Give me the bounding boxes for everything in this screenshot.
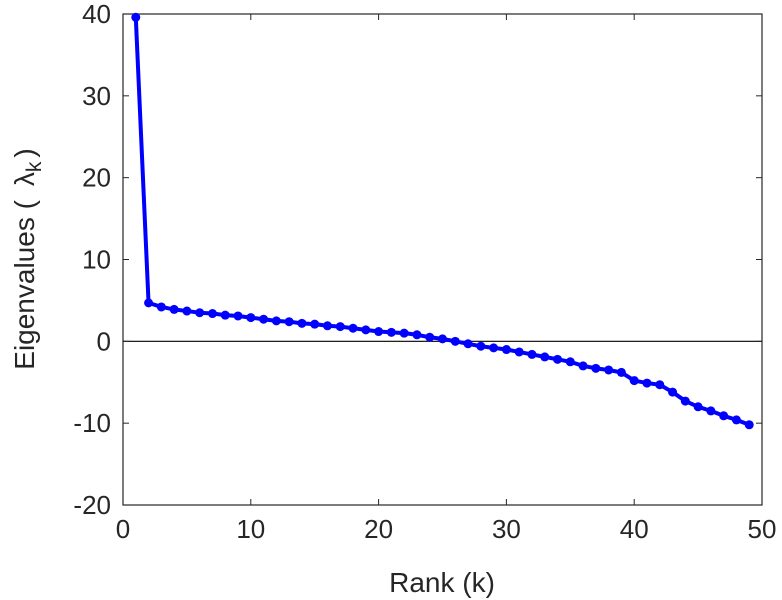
data-point bbox=[706, 406, 716, 416]
data-point bbox=[731, 415, 741, 425]
y-tick-label: 20 bbox=[82, 163, 111, 193]
data-point bbox=[744, 420, 754, 430]
y-tick-label: -20 bbox=[73, 490, 111, 520]
data-point bbox=[284, 317, 294, 327]
data-point bbox=[591, 363, 601, 373]
data-point bbox=[220, 310, 230, 320]
x-tick-label: 20 bbox=[364, 514, 393, 544]
data-point bbox=[131, 12, 141, 22]
data-point bbox=[693, 402, 703, 412]
y-tick-label: 10 bbox=[82, 245, 111, 275]
data-point bbox=[719, 411, 729, 421]
data-point bbox=[348, 323, 358, 333]
data-point bbox=[438, 334, 447, 344]
data-point bbox=[246, 313, 256, 323]
data-point bbox=[425, 332, 435, 342]
data-point bbox=[310, 319, 320, 329]
data-point bbox=[182, 306, 192, 316]
data-point bbox=[680, 396, 690, 406]
y-axis-label: Eigenvalues ( λk) bbox=[9, 148, 46, 369]
data-point bbox=[169, 304, 179, 314]
y-axis-label-subscript: k bbox=[23, 161, 46, 172]
data-point bbox=[144, 298, 154, 308]
data-point bbox=[374, 327, 384, 337]
data-point bbox=[259, 314, 269, 324]
x-tick-label: 0 bbox=[116, 514, 130, 544]
series-group bbox=[131, 12, 754, 430]
x-tick-label: 40 bbox=[620, 514, 649, 544]
data-point bbox=[233, 311, 243, 321]
axis-ticks: 0 10 20 30 40 50 -20 -10 0 10 20 30 40 bbox=[73, 0, 776, 544]
data-point bbox=[489, 343, 499, 353]
data-point bbox=[527, 349, 537, 359]
data-point bbox=[361, 325, 371, 335]
data-point bbox=[501, 345, 511, 355]
y-axis-label-main: Eigenvalues ( bbox=[9, 199, 40, 369]
data-point bbox=[629, 376, 639, 386]
plot-area bbox=[122, 13, 763, 506]
data-point bbox=[642, 378, 652, 388]
data-point bbox=[668, 387, 678, 397]
data-point bbox=[616, 367, 626, 377]
data-point bbox=[463, 339, 473, 349]
data-point bbox=[271, 316, 281, 326]
data-point bbox=[476, 341, 486, 351]
y-tick-label: -10 bbox=[73, 408, 111, 438]
data-point bbox=[412, 330, 422, 340]
data-point bbox=[195, 308, 205, 318]
data-point bbox=[604, 365, 614, 375]
data-point bbox=[399, 328, 409, 338]
y-axis-label-symbol: λ bbox=[9, 172, 40, 186]
x-tick-label: 30 bbox=[492, 514, 521, 544]
y-tick-label: 30 bbox=[82, 81, 111, 111]
data-point bbox=[335, 322, 345, 332]
y-axis-label-close: ) bbox=[9, 148, 40, 157]
data-point bbox=[565, 357, 575, 367]
data-point bbox=[514, 347, 524, 357]
data-point bbox=[156, 302, 166, 312]
data-point bbox=[386, 327, 396, 337]
y-tick-label: 40 bbox=[82, 0, 111, 29]
data-point bbox=[578, 361, 588, 371]
data-point bbox=[322, 321, 332, 331]
y-tick-label: 0 bbox=[97, 326, 111, 356]
data-point bbox=[540, 352, 550, 362]
data-point bbox=[553, 354, 563, 364]
x-tick-label: 10 bbox=[236, 514, 265, 544]
data-point bbox=[297, 318, 307, 328]
data-point bbox=[207, 309, 217, 319]
data-point bbox=[655, 380, 665, 390]
x-axis-label: Rank (k) bbox=[389, 567, 495, 598]
data-point bbox=[450, 336, 460, 346]
x-tick-label: 50 bbox=[748, 514, 777, 544]
